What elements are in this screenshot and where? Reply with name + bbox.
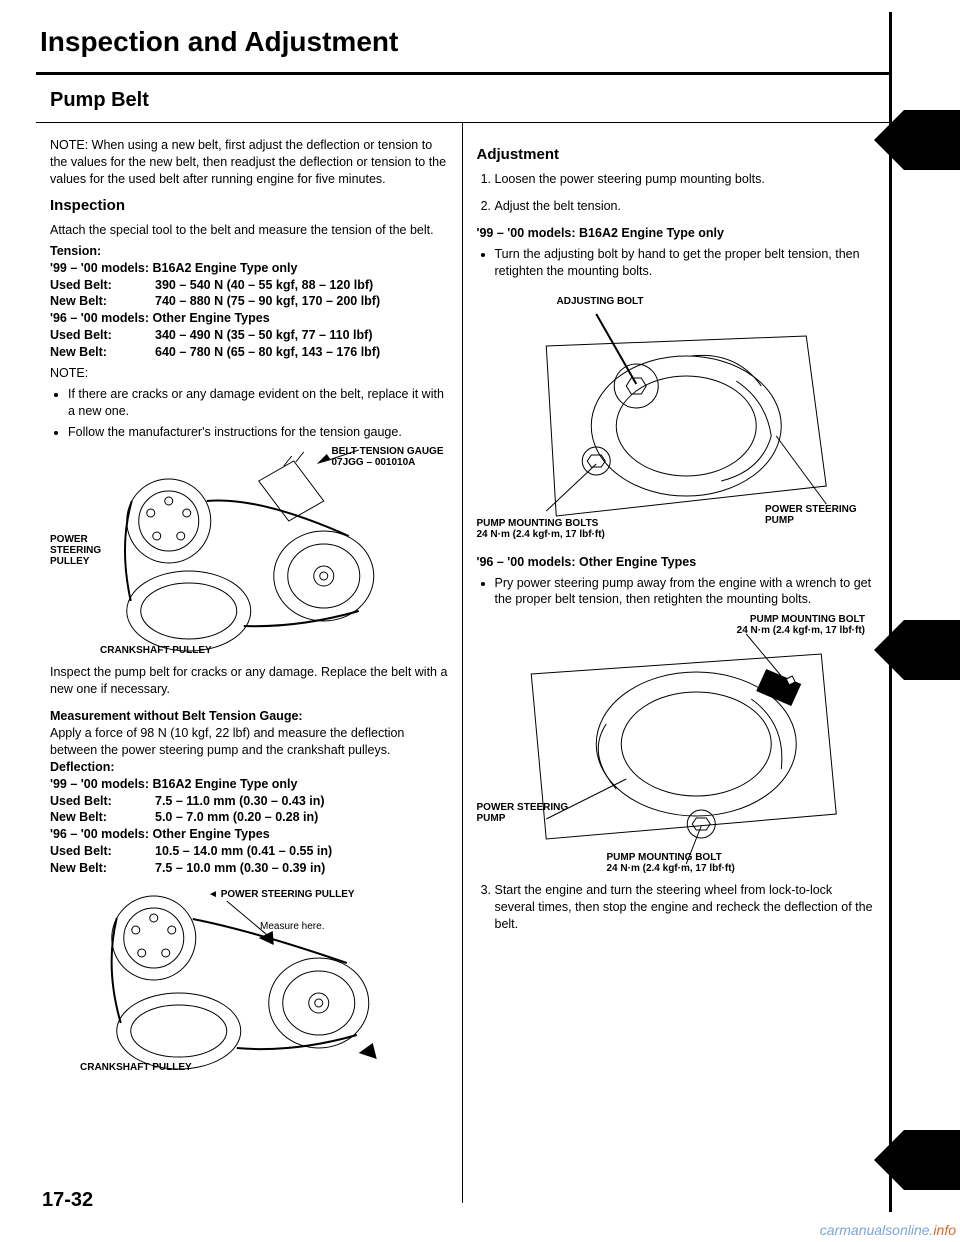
right-column: Adjustment Loosen the power steering pum… xyxy=(463,123,890,1203)
used-belt-label: Used Belt: xyxy=(50,793,155,810)
adjustment-heading: Adjustment xyxy=(477,145,876,165)
mount-bolts-label: PUMP MOUNTING BOLTS xyxy=(477,518,599,529)
deflection-group1: '99 – '00 models: B16A2 Engine Type only xyxy=(50,776,448,793)
adj-bullet-2: Pry power steering pump away from the en… xyxy=(495,575,876,609)
torque-top: 24 N·m (2.4 kgf·m, 17 lbf·ft) xyxy=(737,625,865,636)
inspection-heading: Inspection xyxy=(50,196,448,216)
thumb-tab xyxy=(904,110,960,170)
measure-head: Measurement without Belt Tension Gauge: xyxy=(50,708,448,725)
mount-bolt-top: PUMP MOUNTING BOLT xyxy=(750,614,865,625)
crank-pulley-label: CRANKSHAFT PULLEY xyxy=(80,1062,192,1073)
note2-head: NOTE: xyxy=(50,366,88,380)
pulley-diagram-2: ◄ POWER STEERING PULLEY Measure here. CR… xyxy=(50,883,448,1073)
new-belt-label: New Belt: xyxy=(50,293,155,310)
new-belt-label: New Belt: xyxy=(50,809,155,826)
adjustment-diagram-2: PUMP MOUNTING BOLT24 N·m (2.4 kgf·m, 17 … xyxy=(477,614,876,874)
gauge-label: BELT TENSION GAUGE xyxy=(331,446,443,457)
deflection-group2: '96 – '00 models: Other Engine Types xyxy=(50,826,448,843)
d-new-2: 7.5 – 10.0 mm (0.30 – 0.39 in) xyxy=(155,860,448,877)
d-new-1: 5.0 – 7.0 mm (0.20 – 0.28 in) xyxy=(155,809,448,826)
d-used-1: 7.5 – 11.0 mm (0.30 – 0.43 in) xyxy=(155,793,448,810)
section-title: Pump Belt xyxy=(36,75,889,123)
watermark: carmanualsonline.info xyxy=(820,1222,956,1238)
ps-pump-label: POWER STEERING PUMP xyxy=(765,504,857,526)
adj-group1: '99 – '00 models: B16A2 Engine Type only xyxy=(477,225,876,242)
thumb-tab xyxy=(904,620,960,680)
gauge-pn: 07JGG – 001010A xyxy=(331,457,415,468)
deflection-label: Deflection: xyxy=(50,759,448,776)
tension-group2: '96 – '00 models: Other Engine Types xyxy=(50,310,448,327)
adj-bullet-1: Turn the adjusting bolt by hand to get t… xyxy=(495,246,876,280)
ps-pump-label: POWER STEERING PUMP xyxy=(477,802,587,824)
intro-note: NOTE: When using a new belt, first adjus… xyxy=(50,137,448,188)
left-column: NOTE: When using a new belt, first adjus… xyxy=(36,123,463,1203)
page-title: Inspection and Adjustment xyxy=(36,12,889,75)
measure-body: Apply a force of 98 N (10 kgf, 22 lbf) a… xyxy=(50,725,448,759)
ps-pulley-label: POWER STEERING PULLEY xyxy=(221,889,355,900)
adj-group2: '96 – '00 models: Other Engine Types xyxy=(477,554,876,571)
tension-label: Tension: xyxy=(50,243,448,260)
step-2: Adjust the belt tension. xyxy=(495,198,876,215)
step-3: Start the engine and turn the steering w… xyxy=(495,882,876,933)
watermark-text: carmanualsonline. xyxy=(820,1222,934,1238)
new-belt-label: New Belt: xyxy=(50,344,155,361)
thumb-tab xyxy=(904,1130,960,1190)
measure-here-label: Measure here. xyxy=(260,921,324,932)
bullet-item: If there are cracks or any damage eviden… xyxy=(68,386,448,420)
page-container: Inspection and Adjustment Pump Belt NOTE… xyxy=(36,12,892,1212)
inspection-intro: Attach the special tool to the belt and … xyxy=(50,222,448,239)
tension-group1: '99 – '00 models: B16A2 Engine Type only xyxy=(50,260,448,277)
used-belt-label: Used Belt: xyxy=(50,843,155,860)
mount-bolt-bot: PUMP MOUNTING BOLT xyxy=(607,852,722,863)
d-used-2: 10.5 – 14.0 mm (0.41 – 0.55 in) xyxy=(155,843,448,860)
ps-pulley-label: POWER STEERING PULLEY xyxy=(50,534,120,567)
used-belt-label: Used Belt: xyxy=(50,277,155,294)
step-1: Loosen the power steering pump mounting … xyxy=(495,171,876,188)
new-belt-2: 640 – 780 N (65 – 80 kgf, 143 – 176 lbf) xyxy=(155,344,448,361)
crank-pulley-label: CRANKSHAFT PULLEY xyxy=(100,645,212,656)
new-belt-label: New Belt: xyxy=(50,860,155,877)
adjusting-bolt-label: ADJUSTING BOLT xyxy=(557,296,644,307)
used-belt-label: Used Belt: xyxy=(50,327,155,344)
used-belt-2: 340 – 490 N (35 – 50 kgf, 77 – 110 lbf) xyxy=(155,327,448,344)
bullet-item: Follow the manufacturer's instructions f… xyxy=(68,424,448,441)
note-bullets: If there are cracks or any damage eviden… xyxy=(68,386,448,441)
inspect-caption: Inspect the pump belt for cracks or any … xyxy=(50,664,448,698)
adjustment-diagram-1: ADJUSTING BOLT PUMP MOUNTING BOLTS24 N·m… xyxy=(477,286,876,546)
mount-torque: 24 N·m (2.4 kgf·m, 17 lbf·ft) xyxy=(477,529,605,540)
page-number: 17-32 xyxy=(42,1189,93,1212)
watermark-suffix: info xyxy=(933,1222,956,1238)
new-belt-1: 740 – 880 N (75 – 90 kgf, 170 – 200 lbf) xyxy=(155,293,448,310)
torque-bot: 24 N·m (2.4 kgf·m, 17 lbf·ft) xyxy=(607,863,735,874)
pulley-diagram-1: BELT TENSION GAUGE07JGG – 001010A POWER … xyxy=(50,446,448,656)
used-belt-1: 390 – 540 N (40 – 55 kgf, 88 – 120 lbf) xyxy=(155,277,448,294)
